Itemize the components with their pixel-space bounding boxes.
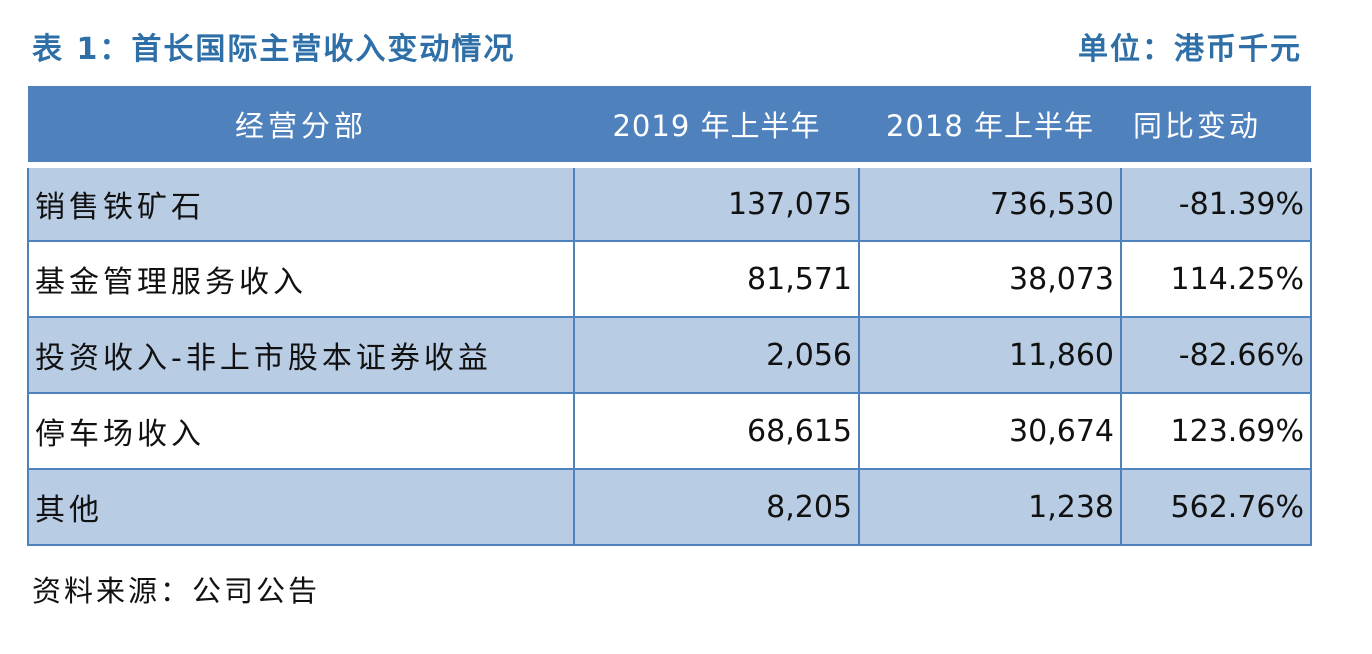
value-2018h1: 11,860 <box>858 316 1122 394</box>
value-2019h1: 2,056 <box>573 316 860 394</box>
table-title-bar: 表 1：首长国际主营收入变动情况 单位：港币千元 <box>28 22 1310 78</box>
table-row: 投资收入-非上市股本证券收益 2,056 11,860 -82.66% <box>27 316 1312 394</box>
segment-name: 其他 <box>27 468 575 546</box>
segment-name: 基金管理服务收入 <box>27 240 575 318</box>
header-2019h1: 2019 年上半年 <box>574 86 859 168</box>
header-2018h1: 2018 年上半年 <box>859 86 1121 168</box>
value-2018h1: 30,674 <box>858 392 1122 470</box>
table-row: 销售铁矿石 137,075 736,530 -81.39% <box>27 164 1312 242</box>
revenue-table-container: 经营分部 2019 年上半年 2018 年上半年 同比变动 销售铁矿石 137,… <box>27 86 1312 546</box>
value-2019h1: 8,205 <box>573 468 860 546</box>
value-yoy-change: 114.25% <box>1120 240 1312 318</box>
table-row: 停车场收入 68,615 30,674 123.69% <box>27 392 1312 470</box>
source-note: 资料来源：公司公告 <box>32 574 321 608</box>
value-yoy-change: -81.39% <box>1120 164 1312 242</box>
value-2018h1: 736,530 <box>858 164 1122 242</box>
table-title: 表 1：首长国际主营收入变动情况 <box>32 32 516 67</box>
value-2019h1: 68,615 <box>573 392 860 470</box>
segment-name: 销售铁矿石 <box>27 164 575 242</box>
table-header-row: 经营分部 2019 年上半年 2018 年上半年 同比变动 <box>28 86 1311 168</box>
unit-label: 单位：港币千元 <box>1078 32 1302 67</box>
value-2018h1: 1,238 <box>858 468 1122 546</box>
value-yoy-change: 562.76% <box>1120 468 1312 546</box>
value-2018h1: 38,073 <box>858 240 1122 318</box>
value-yoy-change: 123.69% <box>1120 392 1312 470</box>
header-segment: 经营分部 <box>28 86 574 168</box>
table-row: 其他 8,205 1,238 562.76% <box>27 468 1312 546</box>
value-2019h1: 81,571 <box>573 240 860 318</box>
header-yoy-change: 同比变动 <box>1121 86 1311 168</box>
revenue-table: 经营分部 2019 年上半年 2018 年上半年 同比变动 销售铁矿石 137,… <box>27 86 1312 546</box>
table-row: 基金管理服务收入 81,571 38,073 114.25% <box>27 240 1312 318</box>
value-yoy-change: -82.66% <box>1120 316 1312 394</box>
segment-name: 停车场收入 <box>27 392 575 470</box>
value-2019h1: 137,075 <box>573 164 860 242</box>
segment-name: 投资收入-非上市股本证券收益 <box>27 316 575 394</box>
